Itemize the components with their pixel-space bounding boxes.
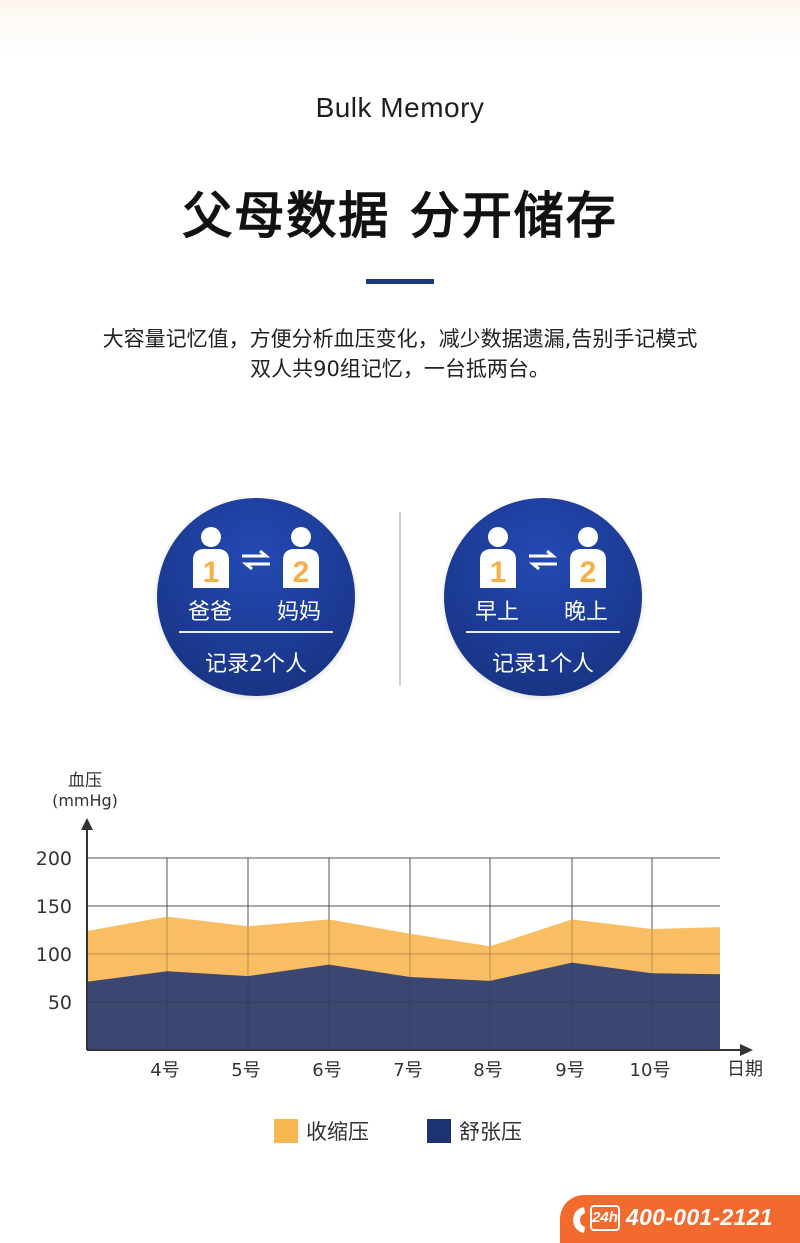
legend-swatch [274, 1119, 298, 1143]
badge-left-label: 早上 [475, 600, 520, 625]
x-tick-label: 5号 [231, 1060, 260, 1081]
hotline-number[interactable]: 400-001-2121 [626, 1204, 773, 1230]
y-ticks: 200 150 100 50 [36, 848, 72, 1014]
badge-divider [399, 512, 401, 686]
badge-bottom-label: 记录1个人 [492, 652, 594, 677]
badge-icons: 1 2 [444, 526, 642, 590]
x-axis-arrow [740, 1044, 753, 1056]
badge-right-label: 晚上 [564, 600, 609, 625]
legend-swatch [427, 1119, 451, 1143]
description-line-1: 大容量记忆值，方便分析血压变化，减少数据遗漏,告别手记模式 [102, 327, 698, 351]
swap-arrows-icon [241, 550, 271, 570]
y-axis-label: 血压 [68, 771, 102, 791]
legend-label: 收缩压 [306, 1120, 369, 1144]
badge-two-people: 1 2 爸爸 妈妈 记录2个人 [157, 498, 355, 696]
y-tick-label: 100 [36, 944, 72, 966]
chart-axes [81, 818, 753, 1056]
person-number: 2 [580, 556, 597, 588]
badge-rule [179, 631, 333, 633]
x-tick-label: 6号 [312, 1060, 341, 1081]
x-tick-label: 4号 [150, 1060, 179, 1081]
section-subtitle: Bulk Memory [315, 92, 485, 123]
badge-icons: 1 2 [157, 526, 355, 590]
person-number: 2 [293, 556, 310, 588]
hotline-24h-badge: 24h [590, 1205, 620, 1231]
chart-labels: 血压 (mmHg) 日期 [52, 771, 763, 1080]
x-tick-label: 8号 [473, 1060, 502, 1081]
x-ticks: 4号 5号 6号 7号 8号 9号 10号 [150, 1060, 670, 1081]
person-icon: 2 [570, 527, 606, 588]
swap-arrows-icon [528, 550, 558, 570]
x-tick-label: 9号 [555, 1060, 584, 1081]
y-tick-label: 50 [48, 992, 72, 1014]
description-line-2: 双人共90组记忆，一台抵两台。 [250, 357, 550, 381]
person-icon: 2 [283, 527, 319, 588]
x-axis-label: 日期 [727, 1059, 763, 1080]
y-axis-arrow [81, 818, 93, 830]
badge-left-label: 爸爸 [188, 600, 233, 625]
badge-one-person: 1 2 早上 晚上 记录1个人 [444, 498, 642, 696]
y-tick-label: 200 [36, 848, 72, 870]
section-title: 父母数据 分开储存 [182, 187, 618, 245]
person-icon: 1 [193, 527, 229, 588]
legend-label: 舒张压 [459, 1120, 522, 1144]
diastolic-area [87, 962, 720, 1050]
person-icon: 1 [480, 527, 516, 588]
person-number: 1 [490, 556, 507, 588]
badge-rule [466, 631, 620, 633]
description: 大容量记忆值，方便分析血压变化，减少数据遗漏,告别手记模式 双人共90组记忆，一… [0, 324, 800, 384]
person-number: 1 [203, 556, 220, 588]
legend-systolic: 收缩压 [274, 1117, 369, 1145]
x-tick-label: 10号 [630, 1060, 671, 1081]
blood-pressure-chart: 血压 (mmHg) 日期 200 150 100 50 4号 5号 6号 7号 8号 9号 10号 [36, 771, 763, 1081]
phone-icon [573, 1207, 585, 1233]
chart-grid-overlay [87, 857, 720, 1050]
badge-bottom-label: 记录2个人 [205, 652, 307, 677]
title-divider [366, 279, 434, 284]
x-tick-label: 7号 [393, 1060, 422, 1081]
y-tick-label: 150 [36, 896, 72, 918]
chart-areas [87, 916, 720, 1050]
legend-diastolic: 舒张压 [427, 1117, 522, 1145]
top-band [0, 0, 800, 52]
badge-right-label: 妈妈 [277, 600, 322, 625]
hotline-banner[interactable]: 24h 400-001-2121 [560, 1195, 800, 1243]
y-axis-unit: (mmHg) [52, 791, 118, 810]
